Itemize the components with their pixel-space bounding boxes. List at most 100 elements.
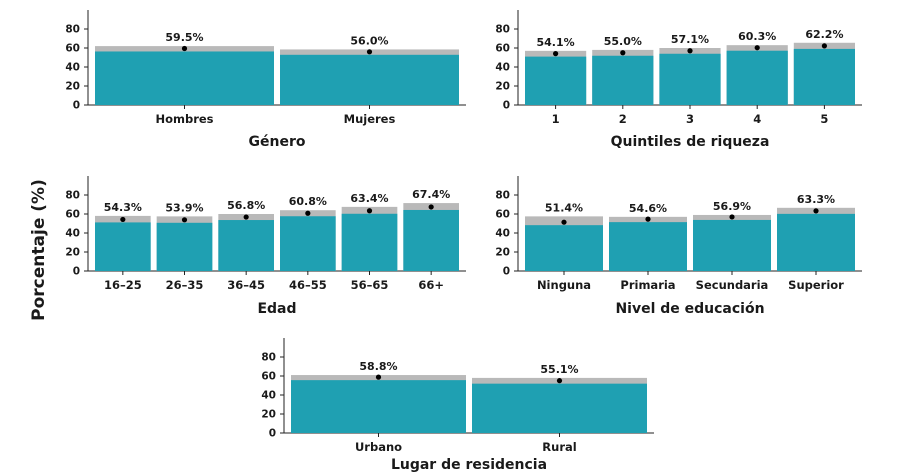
x-tick-label: 66+ <box>418 278 444 292</box>
x-tick-label: Urbano <box>355 440 402 454</box>
point-estimate <box>243 214 249 220</box>
panel-title: Quintiles de riqueza <box>611 134 770 150</box>
point-estimate <box>754 45 760 51</box>
x-tick-label: Secundaria <box>696 278 769 292</box>
chart-panel: 0 20 40 60 80 58.8% Urbano 55.1% Rural Lugar de r… <box>261 338 654 473</box>
data-label: 56.9% <box>713 200 751 213</box>
data-label: 56.8% <box>227 199 265 212</box>
y-tick-label: 40 <box>65 228 80 240</box>
data-label: 67.4% <box>412 188 450 201</box>
y-tick-label: 0 <box>73 266 80 278</box>
point-estimate <box>561 219 567 225</box>
x-tick-label: 26–35 <box>166 278 204 292</box>
x-tick-label: 2 <box>619 112 627 126</box>
y-tick-label: 40 <box>65 62 80 74</box>
x-tick-label: 3 <box>686 112 694 126</box>
data-label: 60.3% <box>738 30 776 43</box>
chart-panel: 0 20 40 60 80 51.4% Ninguna 54.6% Primaria 56.9% S… <box>495 176 862 317</box>
panel-title: Edad <box>257 301 296 317</box>
y-tick-label: 20 <box>65 81 80 93</box>
bar <box>291 380 466 433</box>
bar <box>280 216 336 271</box>
y-tick-label: 60 <box>495 209 510 221</box>
y-tick-label: 60 <box>495 43 510 55</box>
bar <box>777 213 855 271</box>
y-tick-label: 0 <box>73 100 80 112</box>
bar <box>693 219 771 271</box>
y-tick-label: 60 <box>65 209 80 221</box>
data-label: 55.0% <box>604 35 642 48</box>
point-estimate <box>428 204 434 210</box>
y-tick-label: 80 <box>65 190 80 202</box>
x-tick-label: 16–25 <box>104 278 142 292</box>
x-tick-label: 36–45 <box>227 278 265 292</box>
point-estimate <box>813 208 819 214</box>
point-estimate <box>729 214 735 220</box>
x-tick-label: 4 <box>753 112 761 126</box>
x-tick-label: Mujeres <box>344 112 396 126</box>
point-estimate <box>620 50 626 56</box>
y-tick-label: 40 <box>261 390 276 402</box>
bar <box>525 225 603 271</box>
point-estimate <box>305 210 311 216</box>
x-tick-label: 1 <box>552 112 560 126</box>
bar <box>592 55 654 105</box>
chart-panels: 02040608059.5%Hombres56.0%MujeresGénero0… <box>65 10 862 473</box>
data-label: 55.1% <box>540 363 578 376</box>
point-estimate <box>120 216 126 223</box>
panel-title: Género <box>249 134 306 150</box>
data-label: 57.1% <box>671 33 709 46</box>
y-tick-label: 80 <box>65 24 80 36</box>
y-tick-label: 80 <box>495 190 510 202</box>
data-label: 53.9% <box>165 201 203 214</box>
bar <box>95 222 151 271</box>
chart-panel: 0 20 40 60 80 54.3% 16–25 53.9% 26–35 56.8% 36–45 6… <box>65 176 466 317</box>
panel-title: Nivel de educación <box>615 301 764 317</box>
bar <box>609 222 687 271</box>
y-tick-label: 0 <box>503 100 510 112</box>
x-tick-label: Primaria <box>620 278 675 292</box>
y-tick-label: 80 <box>261 352 276 364</box>
y-tick-label: 60 <box>65 43 80 55</box>
point-estimate <box>375 374 382 380</box>
x-tick-label: Rural <box>542 440 576 454</box>
data-label: 54.6% <box>629 202 667 215</box>
data-label: 60.8% <box>289 195 327 208</box>
bar <box>218 220 274 271</box>
data-label: 59.5% <box>165 31 203 44</box>
point-estimate <box>821 43 828 49</box>
y-tick-label: 20 <box>495 81 510 93</box>
y-tick-label: 40 <box>495 62 510 74</box>
x-tick-label: 5 <box>820 112 828 126</box>
point-estimate <box>556 378 563 384</box>
y-tick-label: 40 <box>495 228 510 240</box>
data-label: 58.8% <box>359 360 397 373</box>
y-tick-label: 0 <box>269 428 276 440</box>
x-tick-label: Ninguna <box>537 278 591 292</box>
data-label: 62.2% <box>805 28 843 41</box>
bar <box>156 222 213 271</box>
y-axis-label: Porcentaje (%) <box>29 179 49 321</box>
data-label: 63.3% <box>797 193 835 206</box>
chart-panel: 0 20 40 60 80 54.1% 1 55.0% 2 57.1% 3 60.3% 4 62.2% 5 Q… <box>495 10 862 150</box>
point-estimate <box>366 49 373 55</box>
y-tick-label: 60 <box>261 371 276 383</box>
y-tick-label: 20 <box>261 409 276 421</box>
bar <box>472 383 647 433</box>
bar <box>95 51 274 105</box>
y-tick-label: 0 <box>503 266 510 278</box>
point-estimate <box>181 217 188 223</box>
bar <box>403 209 459 271</box>
bar <box>280 54 459 105</box>
bar <box>525 56 587 105</box>
data-label: 54.1% <box>537 36 575 49</box>
point-estimate <box>366 208 373 214</box>
y-tick-label: 80 <box>495 24 510 36</box>
chart-panel: 0 20 40 60 80 59.5% Hombres 56.0% Mujeres Género <box>65 10 466 150</box>
x-tick-label: Superior <box>788 278 844 292</box>
data-label: 54.3% <box>104 201 142 214</box>
data-label: 63.4% <box>350 192 388 205</box>
point-estimate <box>553 51 559 57</box>
data-label: 51.4% <box>545 201 583 214</box>
